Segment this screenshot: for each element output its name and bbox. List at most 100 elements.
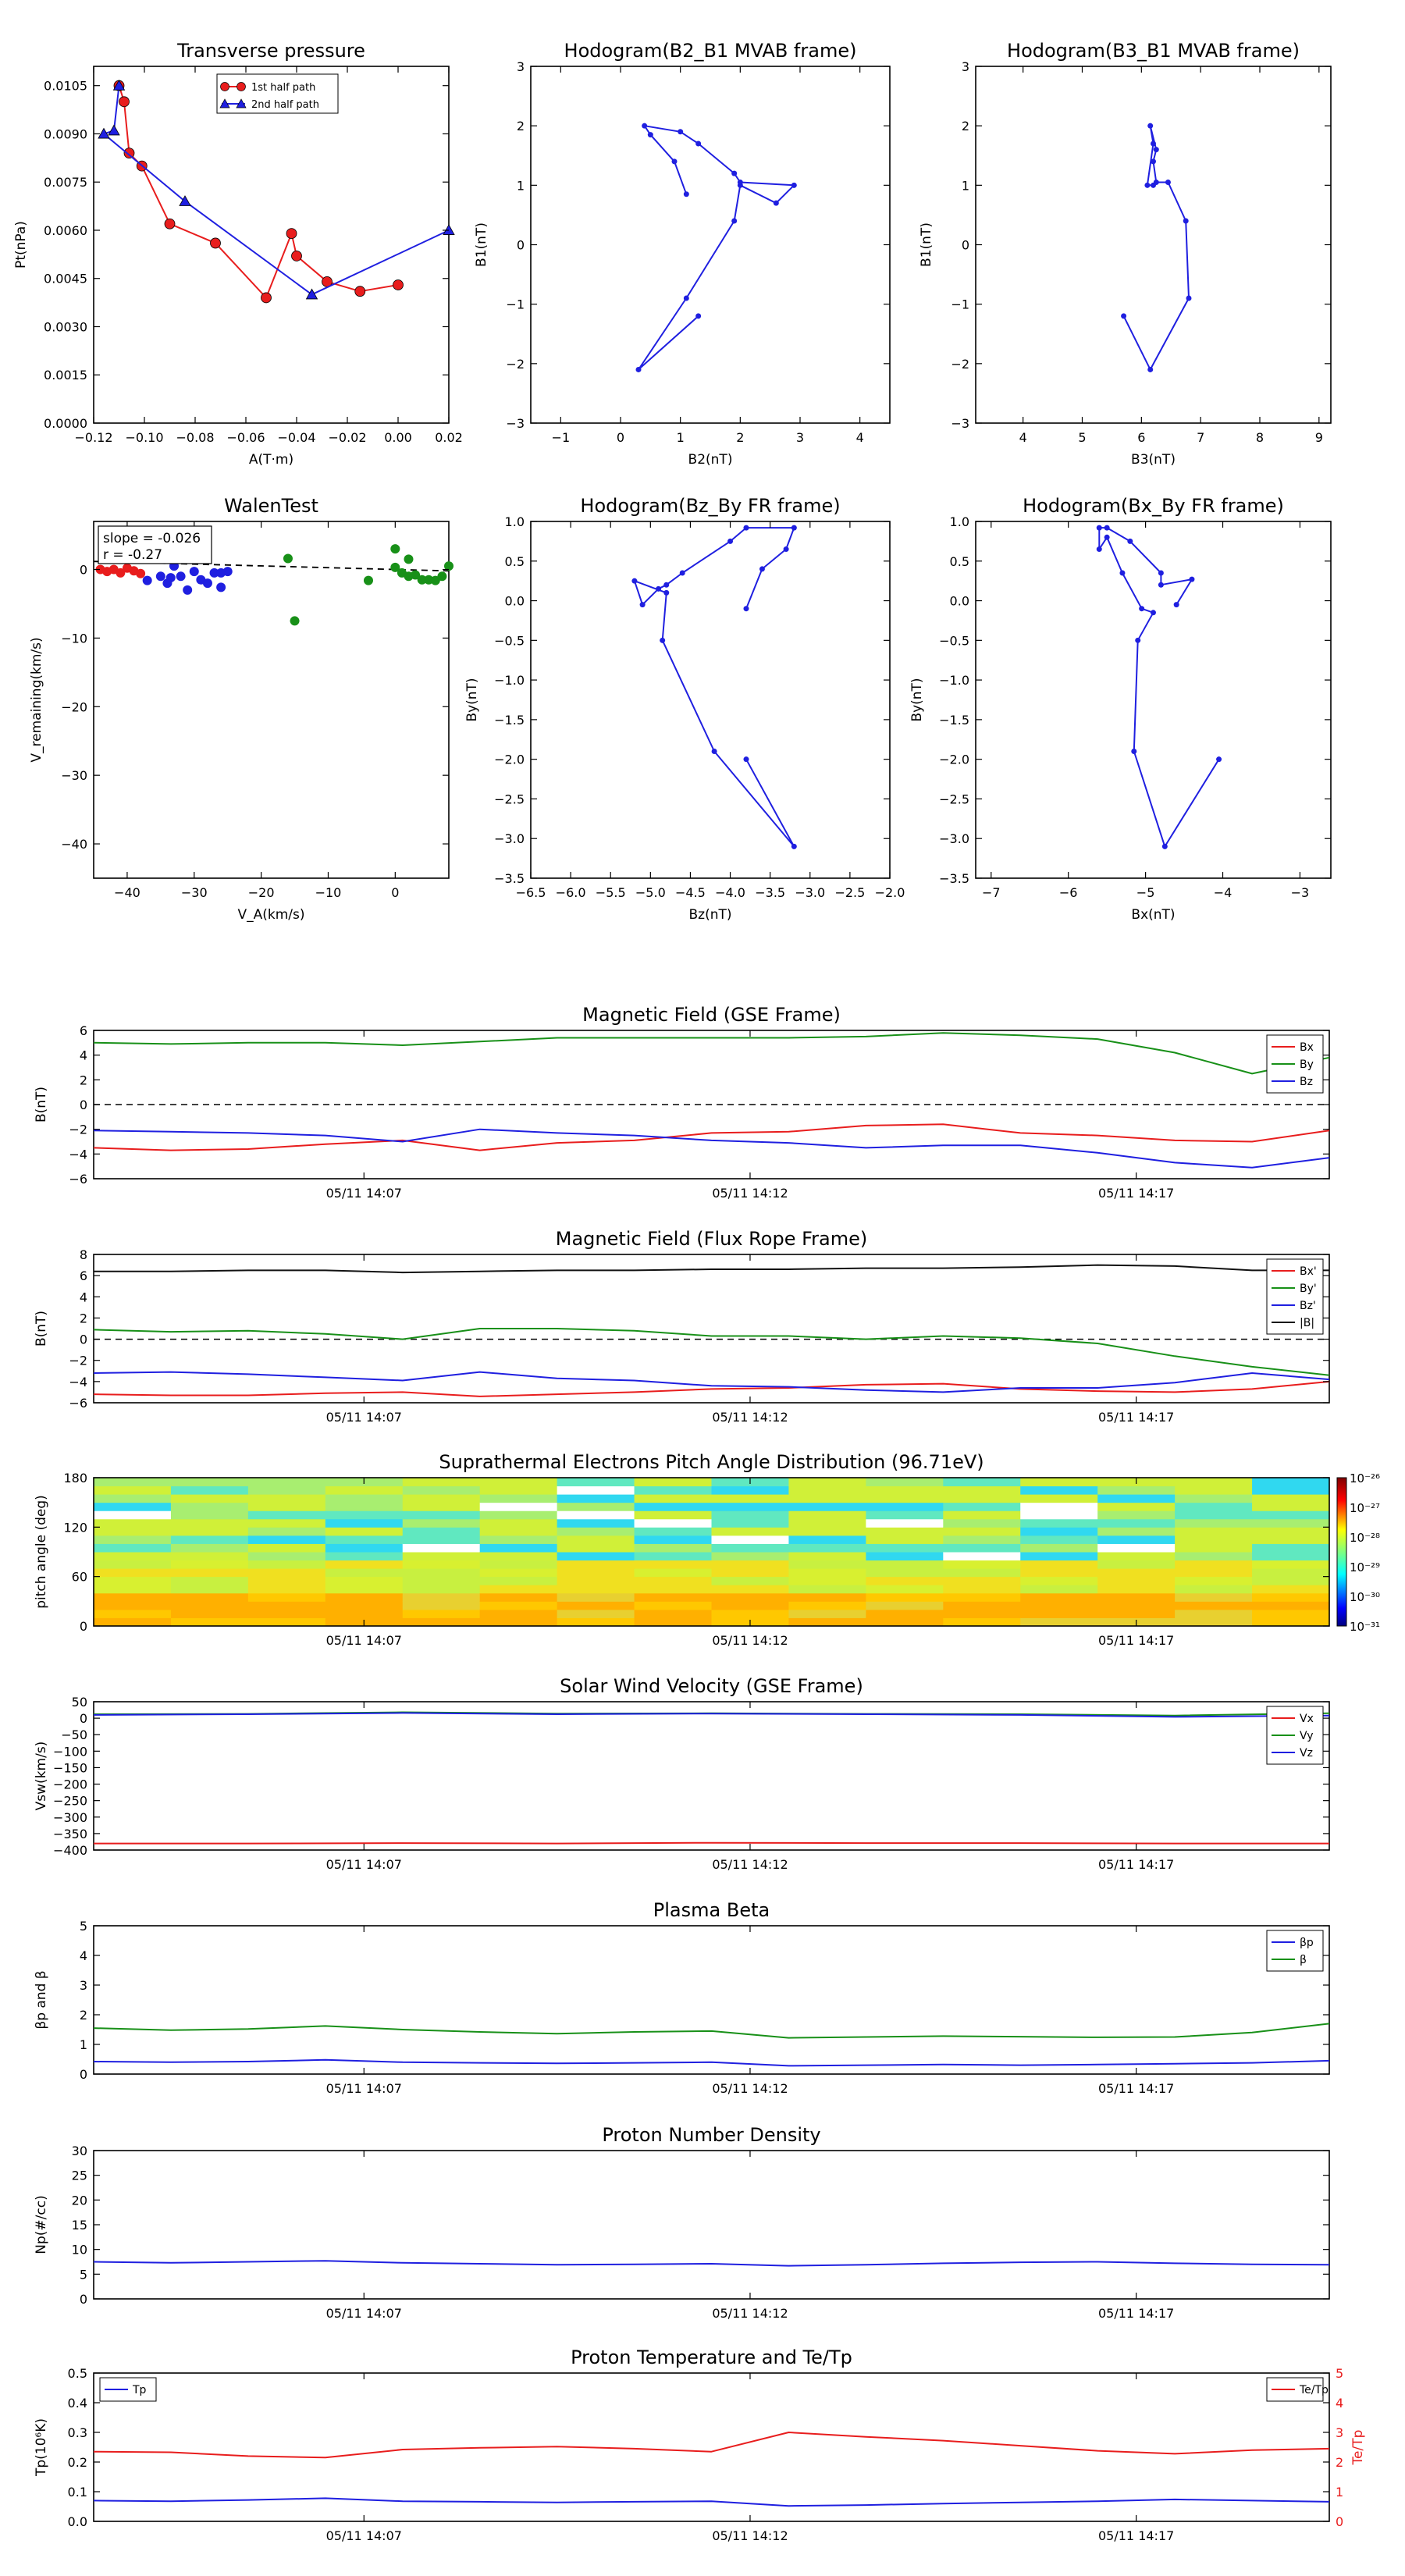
data-point <box>695 313 702 319</box>
plot-frame <box>93 1477 1330 1627</box>
legend-label: By' <box>1300 1283 1317 1295</box>
hodogram-line <box>1122 125 1190 371</box>
heatmap-cell <box>788 1576 866 1585</box>
annotation-text: r = -0.27 <box>103 547 162 563</box>
heatmap-cell <box>1252 1576 1330 1585</box>
y-tick-label: 120 <box>63 1520 87 1535</box>
x-tick-label: −2.0 <box>875 885 905 900</box>
heatmap-cell <box>247 1609 326 1618</box>
heatmap-cell <box>1252 1560 1330 1569</box>
heatmap-cell <box>402 1478 481 1487</box>
heatmap-cell <box>94 1585 172 1594</box>
data-point <box>1139 606 1145 612</box>
x-tick-label: 05/11 14:12 <box>712 2081 788 2096</box>
heatmap-cell <box>479 1510 558 1520</box>
data-point <box>678 129 684 135</box>
heatmap-cell <box>943 1510 1021 1520</box>
heatmap-cell <box>866 1502 944 1511</box>
heatmap-cell <box>557 1510 635 1520</box>
x-tick-label: 05/11 14:12 <box>712 1186 788 1201</box>
data-point <box>695 141 702 147</box>
data-point <box>773 200 779 206</box>
y-tick-label: −3.0 <box>939 831 969 846</box>
y-tick-label: −2.0 <box>939 753 969 767</box>
y-tick-label: −3 <box>506 416 525 431</box>
series-line-Vx <box>94 1841 1329 1845</box>
heatmap-cell <box>325 1609 404 1618</box>
x-tick-label: −5 <box>1136 885 1155 900</box>
heatmap-cell <box>170 1609 249 1618</box>
heatmap-cell <box>866 1478 944 1487</box>
x-axis-label: B2(nT) <box>688 452 733 468</box>
heatmap-cell <box>1097 1535 1176 1544</box>
heatmap-cell <box>1252 1585 1330 1594</box>
x-tick-label: −0.08 <box>176 430 214 445</box>
heatmap-cell <box>1097 1494 1176 1503</box>
y-tick-label: 20 <box>72 2193 87 2208</box>
heatmap-cell <box>1252 1535 1330 1544</box>
heatmap-cell <box>479 1527 558 1536</box>
data-point <box>642 123 648 129</box>
y-axis-label: B(nT) <box>34 1311 49 1347</box>
colorbar <box>1336 1477 1347 1627</box>
y-tick-label: 2 <box>80 1311 87 1325</box>
y-tick-label: 0 <box>80 1332 87 1347</box>
heatmap-cell <box>943 1592 1021 1602</box>
heatmap-cell <box>711 1592 789 1602</box>
data-point-circle <box>286 228 297 239</box>
heatmap-cell <box>479 1518 558 1528</box>
x-axis-label: A(T·m) <box>249 452 293 468</box>
colorbar-tick-label: 10⁻²⁷ <box>1350 1501 1380 1515</box>
heatmap-cell <box>402 1518 481 1528</box>
heatmap-cell <box>1097 1576 1176 1585</box>
heatmap-cell <box>943 1494 1021 1503</box>
heatmap-cell <box>247 1568 326 1578</box>
y-tick-label: 0 <box>80 1098 87 1112</box>
x-tick-label: 8 <box>1256 430 1264 445</box>
y-axis-label: By(nT) <box>464 678 480 721</box>
legend-marker <box>236 98 247 109</box>
y-tick-label: −1.0 <box>939 673 969 688</box>
series-line-Bx' <box>93 1380 1330 1397</box>
x-tick-label: 05/11 14:12 <box>712 1857 788 1872</box>
heatmap-cell <box>1175 1568 1253 1578</box>
heatmap-cell <box>866 1560 944 1569</box>
data-point <box>1153 147 1159 153</box>
data-point-circle <box>393 279 404 290</box>
data-point <box>683 191 689 197</box>
y-tick-label: 2 <box>80 1073 87 1087</box>
heatmap-cell <box>788 1609 866 1618</box>
y-tick-label: 4 <box>80 1048 87 1063</box>
data-point <box>639 602 646 608</box>
series-line-β <box>93 2023 1330 2039</box>
heatmap-cell <box>94 1510 172 1520</box>
legend-label: 1st half path <box>251 82 315 94</box>
y-axis-label: B(nT) <box>34 1087 49 1123</box>
y-tick-label: 1 <box>962 178 969 193</box>
y-tick-label-right: 3 <box>1336 2425 1343 2440</box>
heatmap-cell <box>1252 1502 1330 1511</box>
heatmap-cell <box>711 1560 789 1569</box>
heatmap-cell <box>402 1535 481 1544</box>
heatmap-cell <box>94 1543 172 1553</box>
heatmap-cell <box>711 1568 789 1578</box>
heatmap-cell <box>325 1535 404 1544</box>
y-tick-label-right: 0 <box>1336 2514 1343 2529</box>
heatmap-cell <box>1020 1592 1098 1602</box>
data-point <box>660 637 666 643</box>
x-tick-label: −6 <box>1059 885 1078 900</box>
data-point <box>711 749 717 755</box>
heatmap-cell <box>1097 1502 1176 1511</box>
x-tick-label: 05/11 14:17 <box>1098 1857 1174 1872</box>
x-tick-label: −0.02 <box>328 430 366 445</box>
series-line-Tp <box>93 2497 1330 2507</box>
x-tick-label: 0.02 <box>435 430 463 445</box>
plot-frame <box>93 66 450 424</box>
data-point <box>1186 295 1192 301</box>
heatmap-cell <box>1252 1609 1330 1618</box>
heatmap-cell <box>943 1617 1021 1627</box>
heatmap-cell <box>247 1478 326 1487</box>
chart-title: Hodogram(Bx_By FR frame) <box>1023 495 1284 517</box>
y-tick-label: −250 <box>53 1794 87 1809</box>
heatmap-cell <box>1175 1527 1253 1536</box>
